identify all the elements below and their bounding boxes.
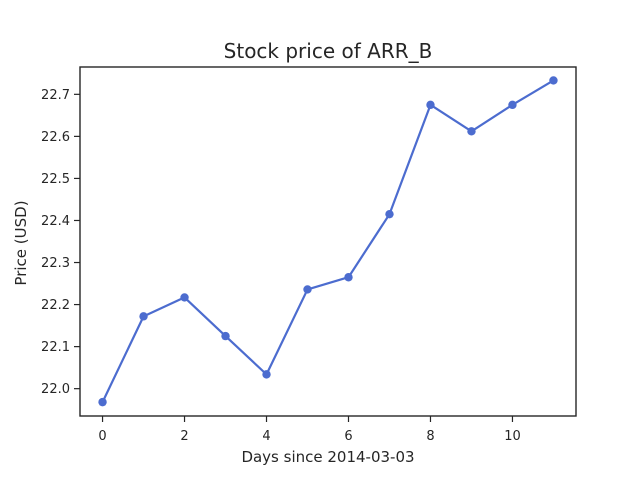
x-tick-label: 2 [180, 429, 188, 444]
data-point [426, 100, 435, 110]
y-tick-label: 22.2 [41, 298, 70, 313]
x-tick-label: 4 [262, 429, 270, 444]
x-tick-label: 6 [344, 429, 352, 444]
data-point [344, 273, 353, 282]
data-point [139, 312, 148, 321]
data-point [303, 285, 312, 294]
x-axis-label: Days since 2014-03-03 [241, 448, 414, 466]
plot-area: 0 2 4 6 8 10 22.0 22.1 22.2 22.3 22.4 22.5 22.6 22.7 [41, 66, 577, 444]
y-tick-label: 22.4 [41, 214, 70, 229]
plot-frame [79, 66, 577, 417]
data-point [467, 127, 476, 136]
x-tick-label: 0 [98, 429, 106, 444]
data-point [98, 397, 107, 407]
series-line [101, 79, 555, 404]
x-tick-label: 10 [504, 429, 521, 444]
y-tick-label: 22.6 [41, 130, 70, 145]
data-point [385, 209, 394, 219]
data-point [221, 331, 230, 341]
data-point [549, 76, 558, 85]
data-point [180, 293, 189, 302]
y-tick-label: 22.7 [41, 88, 70, 103]
y-tick-label: 22.3 [41, 256, 70, 271]
y-tick-label: 22.1 [41, 340, 70, 355]
y-tick-label: 22.0 [41, 382, 70, 397]
x-tick-label: 8 [426, 429, 434, 444]
y-tick-label: 22.5 [41, 172, 70, 187]
data-point [262, 370, 271, 379]
data-point [508, 100, 517, 110]
y-axis-label: Price (USD) [12, 200, 30, 285]
chart-title: Stock price of ARR_B [224, 39, 433, 63]
